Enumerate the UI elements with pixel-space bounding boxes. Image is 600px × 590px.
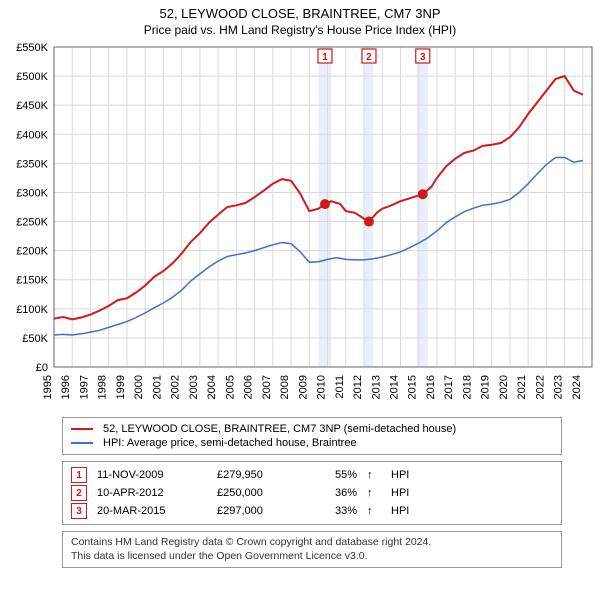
page-title: 52, LEYWOOD CLOSE, BRAINTREE, CM7 3NP — [8, 6, 592, 21]
legend-label: 52, LEYWOOD CLOSE, BRAINTREE, CM7 3NP (s… — [103, 423, 456, 435]
chart-svg: £0 £50K £100K £150K £200K £250K £300K £350K £400… — [8, 43, 600, 411]
legend-swatch — [71, 428, 93, 430]
event-marker: 3 — [71, 503, 87, 519]
svg-text:1996: 1996 — [60, 375, 72, 399]
svg-text:2020: 2020 — [498, 375, 510, 399]
price-chart: £0 £50K £100K £150K £200K £250K £300K £350K £400… — [8, 43, 592, 411]
svg-text:2015: 2015 — [407, 375, 419, 399]
svg-text:2024: 2024 — [571, 375, 583, 399]
events-box: 1 11-NOV-2009 £279,950 55% ↑ HPI 2 10-APR-2012 £… — [62, 461, 562, 525]
notice-box: Contains HM Land Registry data © Crown c… — [62, 531, 562, 568]
svg-text:1999: 1999 — [115, 375, 127, 399]
svg-text:2005: 2005 — [224, 375, 236, 399]
event-price: £250,000 — [217, 487, 307, 499]
event-row: 2 10-APR-2012 £250,000 36% ↑ HPI — [71, 484, 553, 502]
event-pct: 55% — [317, 469, 357, 481]
arrow-up-icon: ↑ — [367, 505, 381, 517]
svg-text:2006: 2006 — [243, 375, 255, 399]
event-date: 10-APR-2012 — [97, 487, 207, 499]
svg-text:2012: 2012 — [352, 375, 364, 399]
svg-text:£400K: £400K — [16, 129, 48, 141]
svg-text:2010: 2010 — [316, 375, 328, 399]
svg-text:£300K: £300K — [16, 187, 48, 199]
notice-line-1: Contains HM Land Registry data © Crown c… — [71, 536, 553, 550]
event-label: HPI — [391, 505, 409, 517]
legend-row: 52, LEYWOOD CLOSE, BRAINTREE, CM7 3NP (s… — [71, 422, 553, 436]
svg-text:2022: 2022 — [534, 375, 546, 399]
svg-text:1: 1 — [322, 52, 328, 63]
svg-text:2008: 2008 — [279, 375, 291, 399]
svg-text:2018: 2018 — [461, 375, 473, 399]
arrow-up-icon: ↑ — [367, 469, 381, 481]
svg-text:1995: 1995 — [42, 375, 54, 399]
legend-swatch — [71, 442, 93, 444]
svg-text:£500K: £500K — [16, 71, 48, 83]
svg-text:2014: 2014 — [389, 375, 401, 399]
svg-text:2007: 2007 — [261, 375, 273, 399]
svg-text:1998: 1998 — [97, 375, 109, 399]
svg-text:£200K: £200K — [16, 246, 48, 258]
svg-text:2023: 2023 — [553, 375, 565, 399]
svg-text:2004: 2004 — [206, 375, 218, 399]
svg-text:2000: 2000 — [133, 375, 145, 399]
event-label: HPI — [391, 487, 409, 499]
legend-label: HPI: Average price, semi-detached house,… — [103, 437, 357, 449]
svg-text:£450K: £450K — [16, 100, 48, 112]
event-date: 20-MAR-2015 — [97, 505, 207, 517]
event-price: £279,950 — [217, 469, 307, 481]
event-marker: 1 — [71, 467, 87, 483]
svg-text:2002: 2002 — [170, 375, 182, 399]
svg-text:2009: 2009 — [297, 375, 309, 399]
svg-text:£550K: £550K — [16, 43, 48, 54]
legend-box: 52, LEYWOOD CLOSE, BRAINTREE, CM7 3NP (s… — [62, 417, 562, 455]
svg-text:2021: 2021 — [516, 375, 528, 399]
notice-line-2: This data is licensed under the Open Gov… — [71, 550, 553, 564]
svg-text:£100K: £100K — [16, 304, 48, 316]
event-label: HPI — [391, 469, 409, 481]
event-row: 3 20-MAR-2015 £297,000 33% ↑ HPI — [71, 502, 553, 520]
svg-text:£150K: £150K — [16, 275, 48, 287]
event-row: 1 11-NOV-2009 £279,950 55% ↑ HPI — [71, 466, 553, 484]
arrow-up-icon: ↑ — [367, 487, 381, 499]
svg-text:2001: 2001 — [151, 375, 163, 399]
svg-text:3: 3 — [420, 52, 426, 63]
event-pct: 33% — [317, 505, 357, 517]
svg-text:£250K: £250K — [16, 217, 48, 229]
svg-text:2016: 2016 — [425, 375, 437, 399]
svg-text:2003: 2003 — [188, 375, 200, 399]
event-pct: 36% — [317, 487, 357, 499]
svg-text:1997: 1997 — [78, 375, 90, 399]
legend-row: HPI: Average price, semi-detached house,… — [71, 436, 553, 450]
svg-text:2017: 2017 — [443, 375, 455, 399]
svg-text:2: 2 — [366, 52, 372, 63]
svg-text:£350K: £350K — [16, 158, 48, 170]
svg-text:2019: 2019 — [480, 375, 492, 399]
event-marker: 2 — [71, 485, 87, 501]
event-price: £297,000 — [217, 505, 307, 517]
svg-text:£50K: £50K — [22, 333, 48, 345]
event-date: 11-NOV-2009 — [97, 469, 207, 481]
svg-text:2011: 2011 — [334, 375, 346, 399]
svg-text:2013: 2013 — [370, 375, 382, 399]
page-subtitle: Price paid vs. HM Land Registry's House … — [8, 23, 592, 37]
svg-text:£0: £0 — [36, 362, 48, 374]
